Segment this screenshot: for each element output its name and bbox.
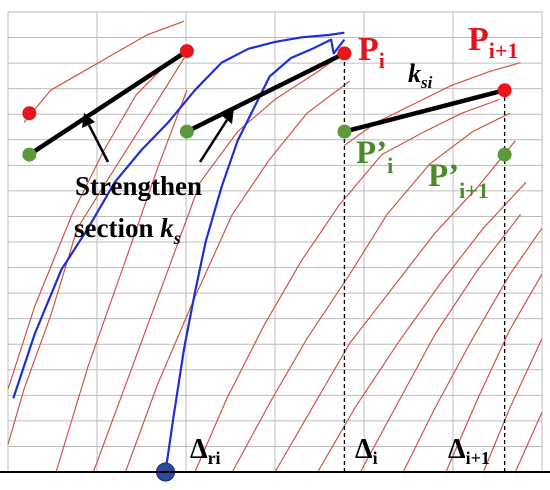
annotation-arrows — [82, 108, 234, 163]
red-point-2 — [337, 46, 352, 61]
blue-curve-0 — [164, 38, 346, 473]
section-ks-label: section ks — [74, 213, 181, 248]
ks-k-label: k — [160, 213, 174, 243]
red-curve-5 — [92, 48, 351, 473]
red-curve-13 — [445, 273, 543, 473]
ksi-label: ksi — [408, 59, 433, 92]
pprime-i-label: P’i — [356, 135, 393, 178]
red-curve-2 — [7, 57, 185, 445]
green-point-6 — [337, 124, 352, 139]
delta-i-sub: i — [373, 448, 378, 468]
red-curve-12 — [402, 227, 543, 473]
section-label: section — [74, 213, 160, 243]
pprime-i1-p: P’ — [428, 158, 459, 194]
strengthen-line-0 — [27, 48, 190, 157]
pi-p: P — [358, 31, 379, 68]
strengthen-line-2 — [342, 87, 507, 134]
ksi-k: k — [408, 59, 421, 88]
annotation-labels: Strengthen section ks Pi Pi+1 ksi P’i P’… — [74, 21, 518, 468]
red-curve-10 — [317, 181, 527, 473]
pi1-sub: i+1 — [489, 38, 519, 63]
green-point-5 — [179, 124, 194, 139]
arrow-right-shaft — [198, 119, 229, 163]
ks-s-sub: s — [173, 228, 181, 248]
red-point-1 — [179, 44, 194, 59]
red-curve-16 — [23, 20, 185, 123]
delta-ri-d: Δ — [190, 434, 208, 465]
pi1-label: Pi+1 — [468, 21, 518, 63]
red-point-3 — [497, 83, 512, 98]
red-point-0 — [22, 106, 37, 121]
delta-i-label: Δi — [355, 434, 378, 468]
green-point-4 — [22, 147, 37, 162]
delta-i-d: Δ — [355, 434, 373, 465]
ksi-sub: si — [420, 73, 433, 92]
pprime-i-p: P’ — [356, 135, 387, 171]
red-curve-14 — [482, 338, 543, 473]
blue-curve-1 — [12, 31, 345, 399]
blue-envelope-curves — [12, 31, 346, 473]
delta-ri-sub: ri — [208, 448, 221, 468]
strengthen-label: Strengthen — [75, 171, 202, 201]
delta-ri-label: Δri — [190, 434, 221, 468]
strengthen-line-1 — [184, 51, 347, 134]
pprime-i1-sub: i+1 — [459, 178, 489, 203]
delta-i1-d: Δ — [448, 434, 466, 465]
red-curve-11 — [359, 214, 522, 473]
red-curve-15 — [514, 411, 543, 473]
red-curve-9 — [274, 140, 516, 473]
pprime-i-sub: i — [387, 153, 393, 178]
pi1-p: P — [468, 21, 489, 58]
strengthen-section-lines — [27, 48, 507, 157]
pprime-i1-label: P’i+1 — [428, 158, 489, 203]
red-curve-6 — [124, 80, 351, 473]
delta-i1-label: Δi+1 — [448, 434, 490, 468]
pi-sub: i — [379, 48, 385, 73]
delta-i1-sub: i+1 — [466, 448, 490, 468]
arrow-right-head — [221, 108, 234, 124]
red-curve-7 — [194, 98, 500, 473]
green-point-7 — [497, 147, 512, 162]
red-curve-8 — [231, 112, 511, 473]
red-curve-4 — [55, 89, 188, 473]
arrow-left-shaft — [87, 124, 110, 163]
arrow-left-head — [82, 113, 95, 128]
pi-label: Pi — [358, 31, 385, 73]
red-hysteresis-curves — [7, 20, 543, 473]
